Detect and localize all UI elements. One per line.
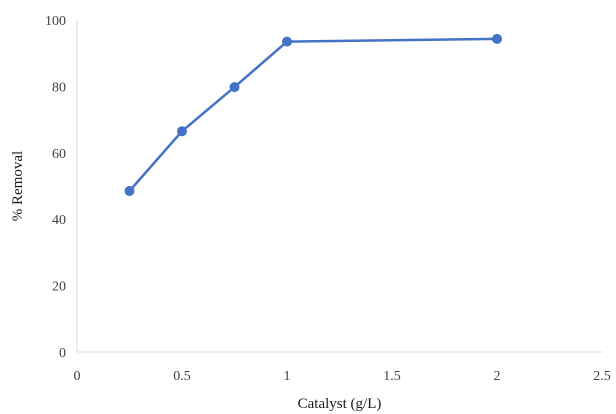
y-tick-label: 20	[52, 280, 66, 295]
data-point	[282, 36, 292, 47]
y-tick-label: 100	[45, 14, 66, 29]
data-point	[229, 82, 240, 93]
y-tick-label: 60	[52, 147, 66, 162]
data-point	[177, 126, 187, 137]
y-tick-label: 80	[52, 80, 66, 95]
x-tick-label: 1	[284, 369, 291, 384]
y-axis-title: % Removal	[10, 151, 26, 221]
x-axis-title: Catalyst (g/L)	[298, 396, 382, 412]
series	[124, 33, 502, 196]
x-tick-label: 1.5	[383, 369, 401, 384]
x-tick-label: 2	[494, 369, 501, 384]
x-tick-label: 2.5	[593, 369, 611, 384]
x-tick-label: 0	[74, 369, 81, 384]
data-point	[124, 186, 135, 196]
y-tick-label: 40	[52, 213, 66, 228]
x-tick-labels: 0 0.5 1 1.5 2 2.5	[74, 369, 611, 384]
x-tick-label: 0.5	[173, 369, 191, 384]
y-tick-label: 0	[59, 346, 66, 361]
series-line	[128, 37, 498, 192]
y-tick-labels: 0 20 40 60 80 100	[45, 14, 66, 361]
data-point	[492, 33, 502, 44]
